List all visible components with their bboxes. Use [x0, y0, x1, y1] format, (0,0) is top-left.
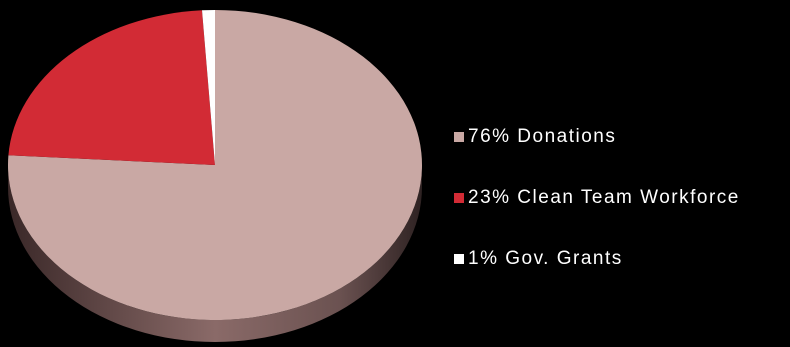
legend-label-clean-team-workforce: 23% Clean Team Workforce [468, 187, 740, 208]
legend-label-gov-grants: 1% Gov. Grants [468, 248, 623, 269]
pie-slice-donations [8, 10, 423, 320]
legend-swatch-clean-team-workforce [454, 193, 464, 203]
legend-swatch-donations [454, 132, 464, 142]
legend-item-clean-team-workforce: 23% Clean Team Workforce [454, 183, 740, 213]
legend-label-donations: 76% Donations [468, 126, 617, 147]
legend-swatch-gov-grants [454, 254, 464, 264]
legend: 76% Donations 23% Clean Team Workforce 1… [454, 122, 740, 305]
legend-item-donations: 76% Donations [454, 122, 740, 152]
pie-slice-gov-grants [202, 10, 215, 165]
pie-slice-clean-team-workforce [8, 10, 215, 166]
legend-item-gov-grants: 1% Gov. Grants [454, 244, 740, 274]
pie-slices [8, 10, 423, 320]
